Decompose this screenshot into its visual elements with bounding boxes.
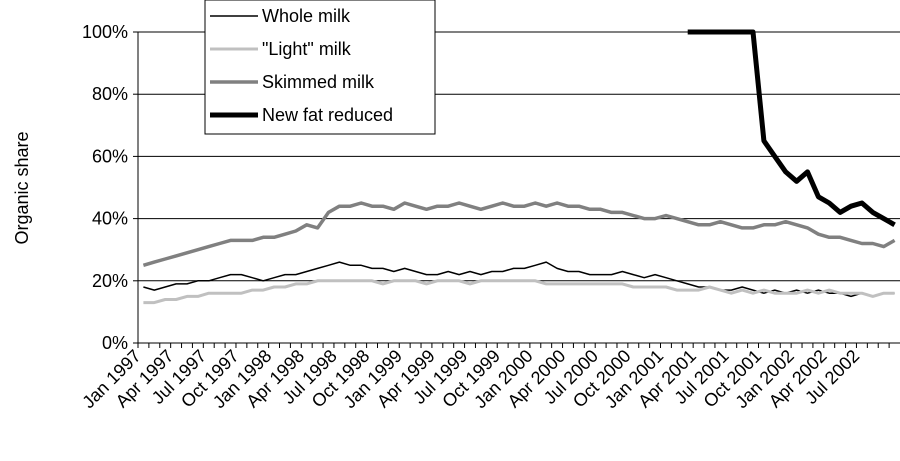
- y-tick-label: 100%: [82, 22, 128, 42]
- series-line: [142, 201, 896, 267]
- y-tick-label: 60%: [92, 146, 128, 166]
- y-tick-label: 40%: [92, 209, 128, 229]
- y-tick-label: 20%: [92, 271, 128, 291]
- y-tick-label: 0%: [102, 333, 128, 353]
- legend-label: "Light" milk: [262, 39, 352, 59]
- y-tick-label: 80%: [92, 84, 128, 104]
- legend: Whole milk "Light" milk Skimmed milk New fa…: [204, 0, 436, 135]
- series-line: [143, 279, 895, 305]
- legend-label: Skimmed milk: [262, 72, 375, 92]
- legend-label: Whole milk: [262, 6, 351, 26]
- y-axis-title: Organic share: [12, 131, 32, 244]
- legend-label: New fat reduced: [262, 105, 393, 125]
- series-line: [687, 29, 896, 227]
- legend-box: [204, 0, 436, 135]
